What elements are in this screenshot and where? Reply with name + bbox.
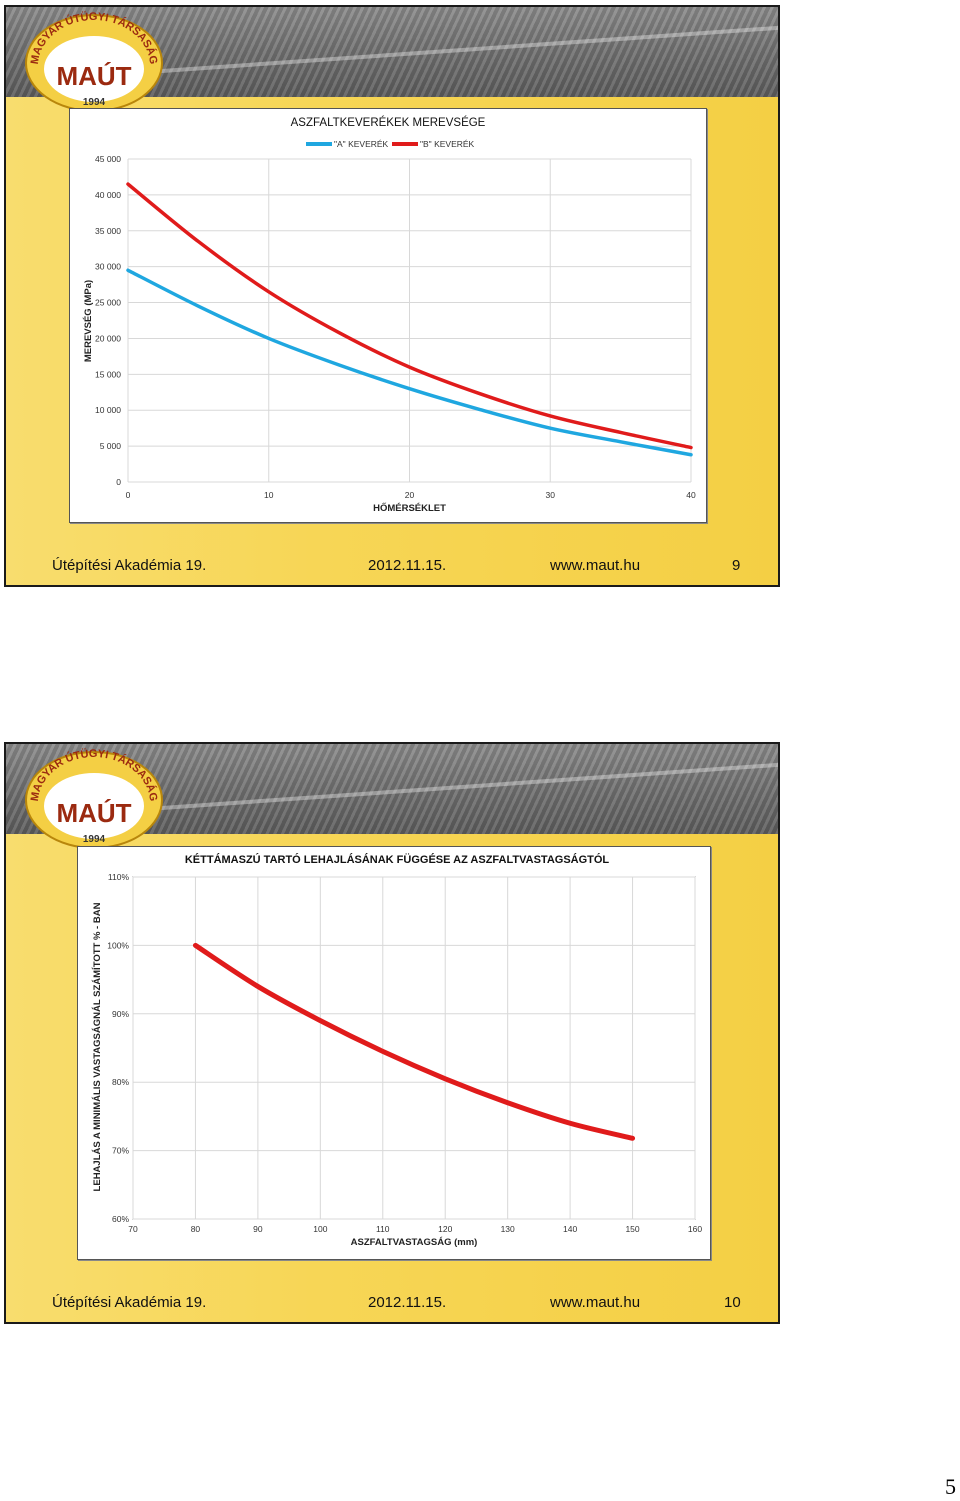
footer-event: Útépítési Akadémia 19. (52, 557, 207, 574)
x-axis-label: ASZFALTVASTAGSÁG (mm) (351, 1237, 478, 1248)
x-tick-label: 30 (546, 490, 556, 500)
y-tick-label: 0 (116, 477, 121, 487)
footer-date: 2012.11.15. (368, 1294, 447, 1311)
y-tick-label: 25 000 (95, 298, 121, 308)
y-tick-label: 15 000 (95, 369, 121, 379)
page-number: 5 (945, 1474, 956, 1499)
footer-date: 2012.11.15. (368, 557, 447, 574)
legend-label-2: "B" KEVERÉK (420, 139, 475, 149)
chart-title: KÉTTÁMASZÚ TARTÓ LEHAJLÁSÁNAK FÜGGÉSE AZ… (185, 853, 610, 866)
series-line-2 (126, 182, 693, 450)
footer-url[interactable]: www.maut.hu (550, 557, 641, 574)
maut-logo: MAGYAR ÚTÜGYI TÁRSASÁG MAÚT 1994 (25, 11, 163, 111)
y-tick-label: 60% (112, 1214, 129, 1224)
y-tick-label: 100% (107, 940, 129, 950)
slide-10: MAGYAR ÚTÜGYI TÁRSASÁG MAÚT 1994 60% 70% 8… (4, 742, 780, 1324)
y-tick-label: 30 000 (95, 262, 121, 272)
x-tick-label: 40 (686, 490, 696, 500)
footer-url[interactable]: www.maut.hu (550, 1294, 641, 1311)
y-tick-label: 45 000 (95, 154, 121, 164)
series-line-1 (126, 268, 693, 457)
x-tick-label: 110 (376, 1224, 390, 1234)
chart-title: ASZFALTKEVERÉKEK MEREVSÉGE (291, 116, 486, 129)
y-axis-label: MEREVSÉG (MPa) (83, 280, 94, 362)
x-tick-label: 130 (501, 1224, 515, 1234)
footer-event: Útépítési Akadémia 19. (52, 1294, 207, 1311)
chart-stiffness: 0 5 000 10 000 15 000 20 000 25 000 30 000 35 0… (69, 108, 707, 523)
x-tick-label: 80 (191, 1224, 201, 1234)
chart-stiffness-svg: 0 5 000 10 000 15 000 20 000 25 000 30 000 35 0… (83, 116, 696, 514)
chart-deflection: 60% 70% 80% 90% 100% 110% 70 80 90 100 110 120 130 14… (77, 846, 711, 1260)
logo-year: 1994 (83, 834, 106, 845)
y-tick-label: 35 000 (95, 226, 121, 236)
y-tick-label: 90% (112, 1009, 129, 1019)
y-tick-label: 110% (108, 872, 130, 882)
x-tick-label: 150 (625, 1224, 639, 1234)
y-tick-label: 70% (112, 1146, 129, 1156)
x-tick-label: 140 (563, 1224, 577, 1234)
x-tick-label: 160 (688, 1224, 702, 1234)
x-tick-label: 100 (313, 1224, 327, 1234)
logo-abbr: MAÚT (56, 61, 131, 91)
x-axis-label: HŐMÉRSÉKLET (373, 502, 446, 514)
logo-abbr: MAÚT (56, 798, 131, 828)
x-tick-label: 70 (128, 1224, 138, 1234)
chart-deflection-svg: 60% 70% 80% 90% 100% 110% 70 80 90 100 110 120 130 14… (92, 853, 702, 1248)
y-tick-label: 10 000 (95, 405, 121, 415)
legend-label-1: "A" KEVERÉK (334, 139, 389, 149)
y-tick-label: 5 000 (100, 441, 122, 451)
plot-area (132, 876, 696, 1220)
maut-logo: MAGYAR ÚTÜGYI TÁRSASÁG MAÚT 1994 (25, 748, 163, 848)
footer-slide-number: 10 (724, 1294, 741, 1311)
x-tick-label: 0 (126, 490, 131, 500)
x-tick-label: 90 (253, 1224, 263, 1234)
x-tick-label: 10 (264, 490, 274, 500)
y-tick-label: 40 000 (95, 190, 121, 200)
y-axis-label: LEHAJLÁS A MINIMÁLIS VASTAGSÁGNÁL SZÁMÍT… (92, 902, 103, 1191)
slide-9: MAGYAR ÚTÜGYI TÁRSASÁG MAÚT 1994 0 5 000 1… (4, 5, 780, 587)
footer-slide-number: 9 (732, 557, 741, 574)
y-tick-label: 80% (112, 1077, 129, 1087)
x-tick-label: 120 (438, 1224, 452, 1234)
series-line-1 (192, 942, 636, 1141)
x-tick-label: 20 (405, 490, 415, 500)
y-tick-label: 20 000 (95, 333, 121, 343)
logo-year: 1994 (83, 97, 106, 108)
